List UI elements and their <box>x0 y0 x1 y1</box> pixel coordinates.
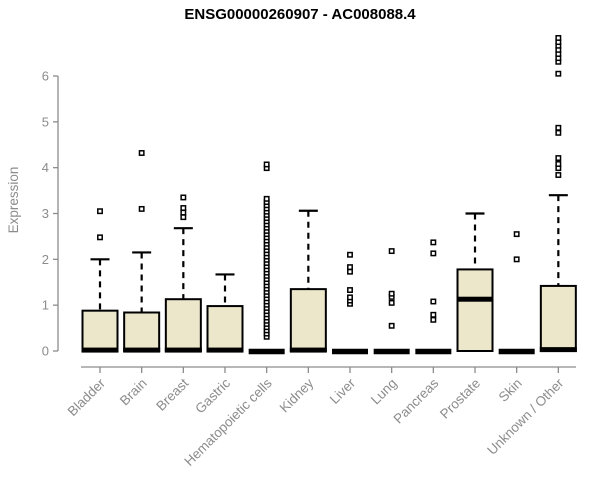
outlier-unknown-other <box>555 155 562 161</box>
median-prostate <box>456 296 494 302</box>
chart-title: ENSG00000260907 - AC008088.4 <box>184 6 416 23</box>
outlier-liver <box>347 294 353 301</box>
outlier-unknown-other <box>555 124 562 131</box>
outlier-skin <box>513 231 520 238</box>
category-label-breast: Breast <box>153 375 191 413</box>
category-label-skin: Skin <box>496 376 525 405</box>
flat-box-hematopoietic-cells <box>248 348 285 355</box>
box-unknown-other <box>539 284 577 353</box>
box-gastric <box>206 305 244 352</box>
outlier-hematopoietic-cells <box>263 161 270 168</box>
outlier-brain <box>138 150 145 156</box>
category-label-liver: Liver <box>327 375 359 407</box>
median-brain <box>123 347 161 353</box>
outlier-lung <box>388 290 395 297</box>
outlier-pancreas <box>430 298 437 305</box>
category-label-brain: Brain <box>117 376 150 409</box>
outlier-breast <box>180 194 187 201</box>
y-tick-label: 1 <box>42 298 49 313</box>
flat-box-skin <box>498 348 535 355</box>
y-tick-label: 5 <box>42 114 49 129</box>
median-gastric <box>206 347 244 353</box>
category-label-kidney: Kidney <box>277 375 317 415</box>
box-brain <box>123 311 161 352</box>
outlier-liver <box>347 268 353 275</box>
outlier-pancreas <box>430 250 437 257</box>
outlier-breast <box>180 205 187 211</box>
outlier-liver <box>347 251 353 258</box>
outlier-lung <box>388 248 395 255</box>
category-label-pancreas: Pancreas <box>391 375 442 426</box>
outlier-bladder <box>97 234 103 241</box>
outlier-unknown-other <box>555 172 562 178</box>
y-tick-label: 4 <box>42 160 49 175</box>
outlier-pancreas <box>430 239 437 246</box>
box-bladder <box>81 309 119 352</box>
box-prostate <box>456 268 494 353</box>
flat-box-lung <box>373 348 410 355</box>
outlier-unknown-other <box>555 70 562 77</box>
category-label-unknown-other: Unknown / Other <box>484 375 567 458</box>
box-kidney <box>289 288 327 353</box>
flat-box-pancreas <box>415 348 452 355</box>
category-label-bladder: Bladder <box>65 375 109 419</box>
outlier-breast <box>180 209 187 216</box>
outlier-brain <box>138 205 145 212</box>
outlier-unknown-other <box>555 161 562 167</box>
category-label-prostate: Prostate <box>437 376 483 422</box>
outlier-pancreas <box>430 311 437 318</box>
y-tick-label: 2 <box>42 252 49 267</box>
outlier-unknown-other <box>555 35 562 41</box>
box-breast <box>164 298 202 352</box>
median-kidney <box>289 347 327 353</box>
median-unknown-other <box>539 347 577 353</box>
outlier-unknown-other <box>555 129 562 136</box>
median-breast <box>164 347 202 353</box>
outlier-breast <box>180 214 187 221</box>
outlier-liver <box>347 287 353 293</box>
outlier-lung <box>388 299 395 306</box>
y-tick-label: 3 <box>42 206 49 221</box>
y-tick-label: 0 <box>42 344 49 359</box>
outlier-lung <box>388 322 395 329</box>
y-axis-title: Expression <box>6 166 21 234</box>
y-tick-label: 6 <box>42 69 49 84</box>
category-label-lung: Lung <box>368 376 400 408</box>
flat-box-liver <box>332 348 369 355</box>
outlier-pancreas <box>430 316 437 323</box>
category-label-gastric: Gastric <box>192 375 233 416</box>
median-bladder <box>81 347 119 353</box>
outlier-skin <box>513 256 520 263</box>
outlier-bladder <box>97 208 103 215</box>
outlier-hematopoietic-cells <box>263 195 270 202</box>
outlier-liver <box>347 264 353 271</box>
